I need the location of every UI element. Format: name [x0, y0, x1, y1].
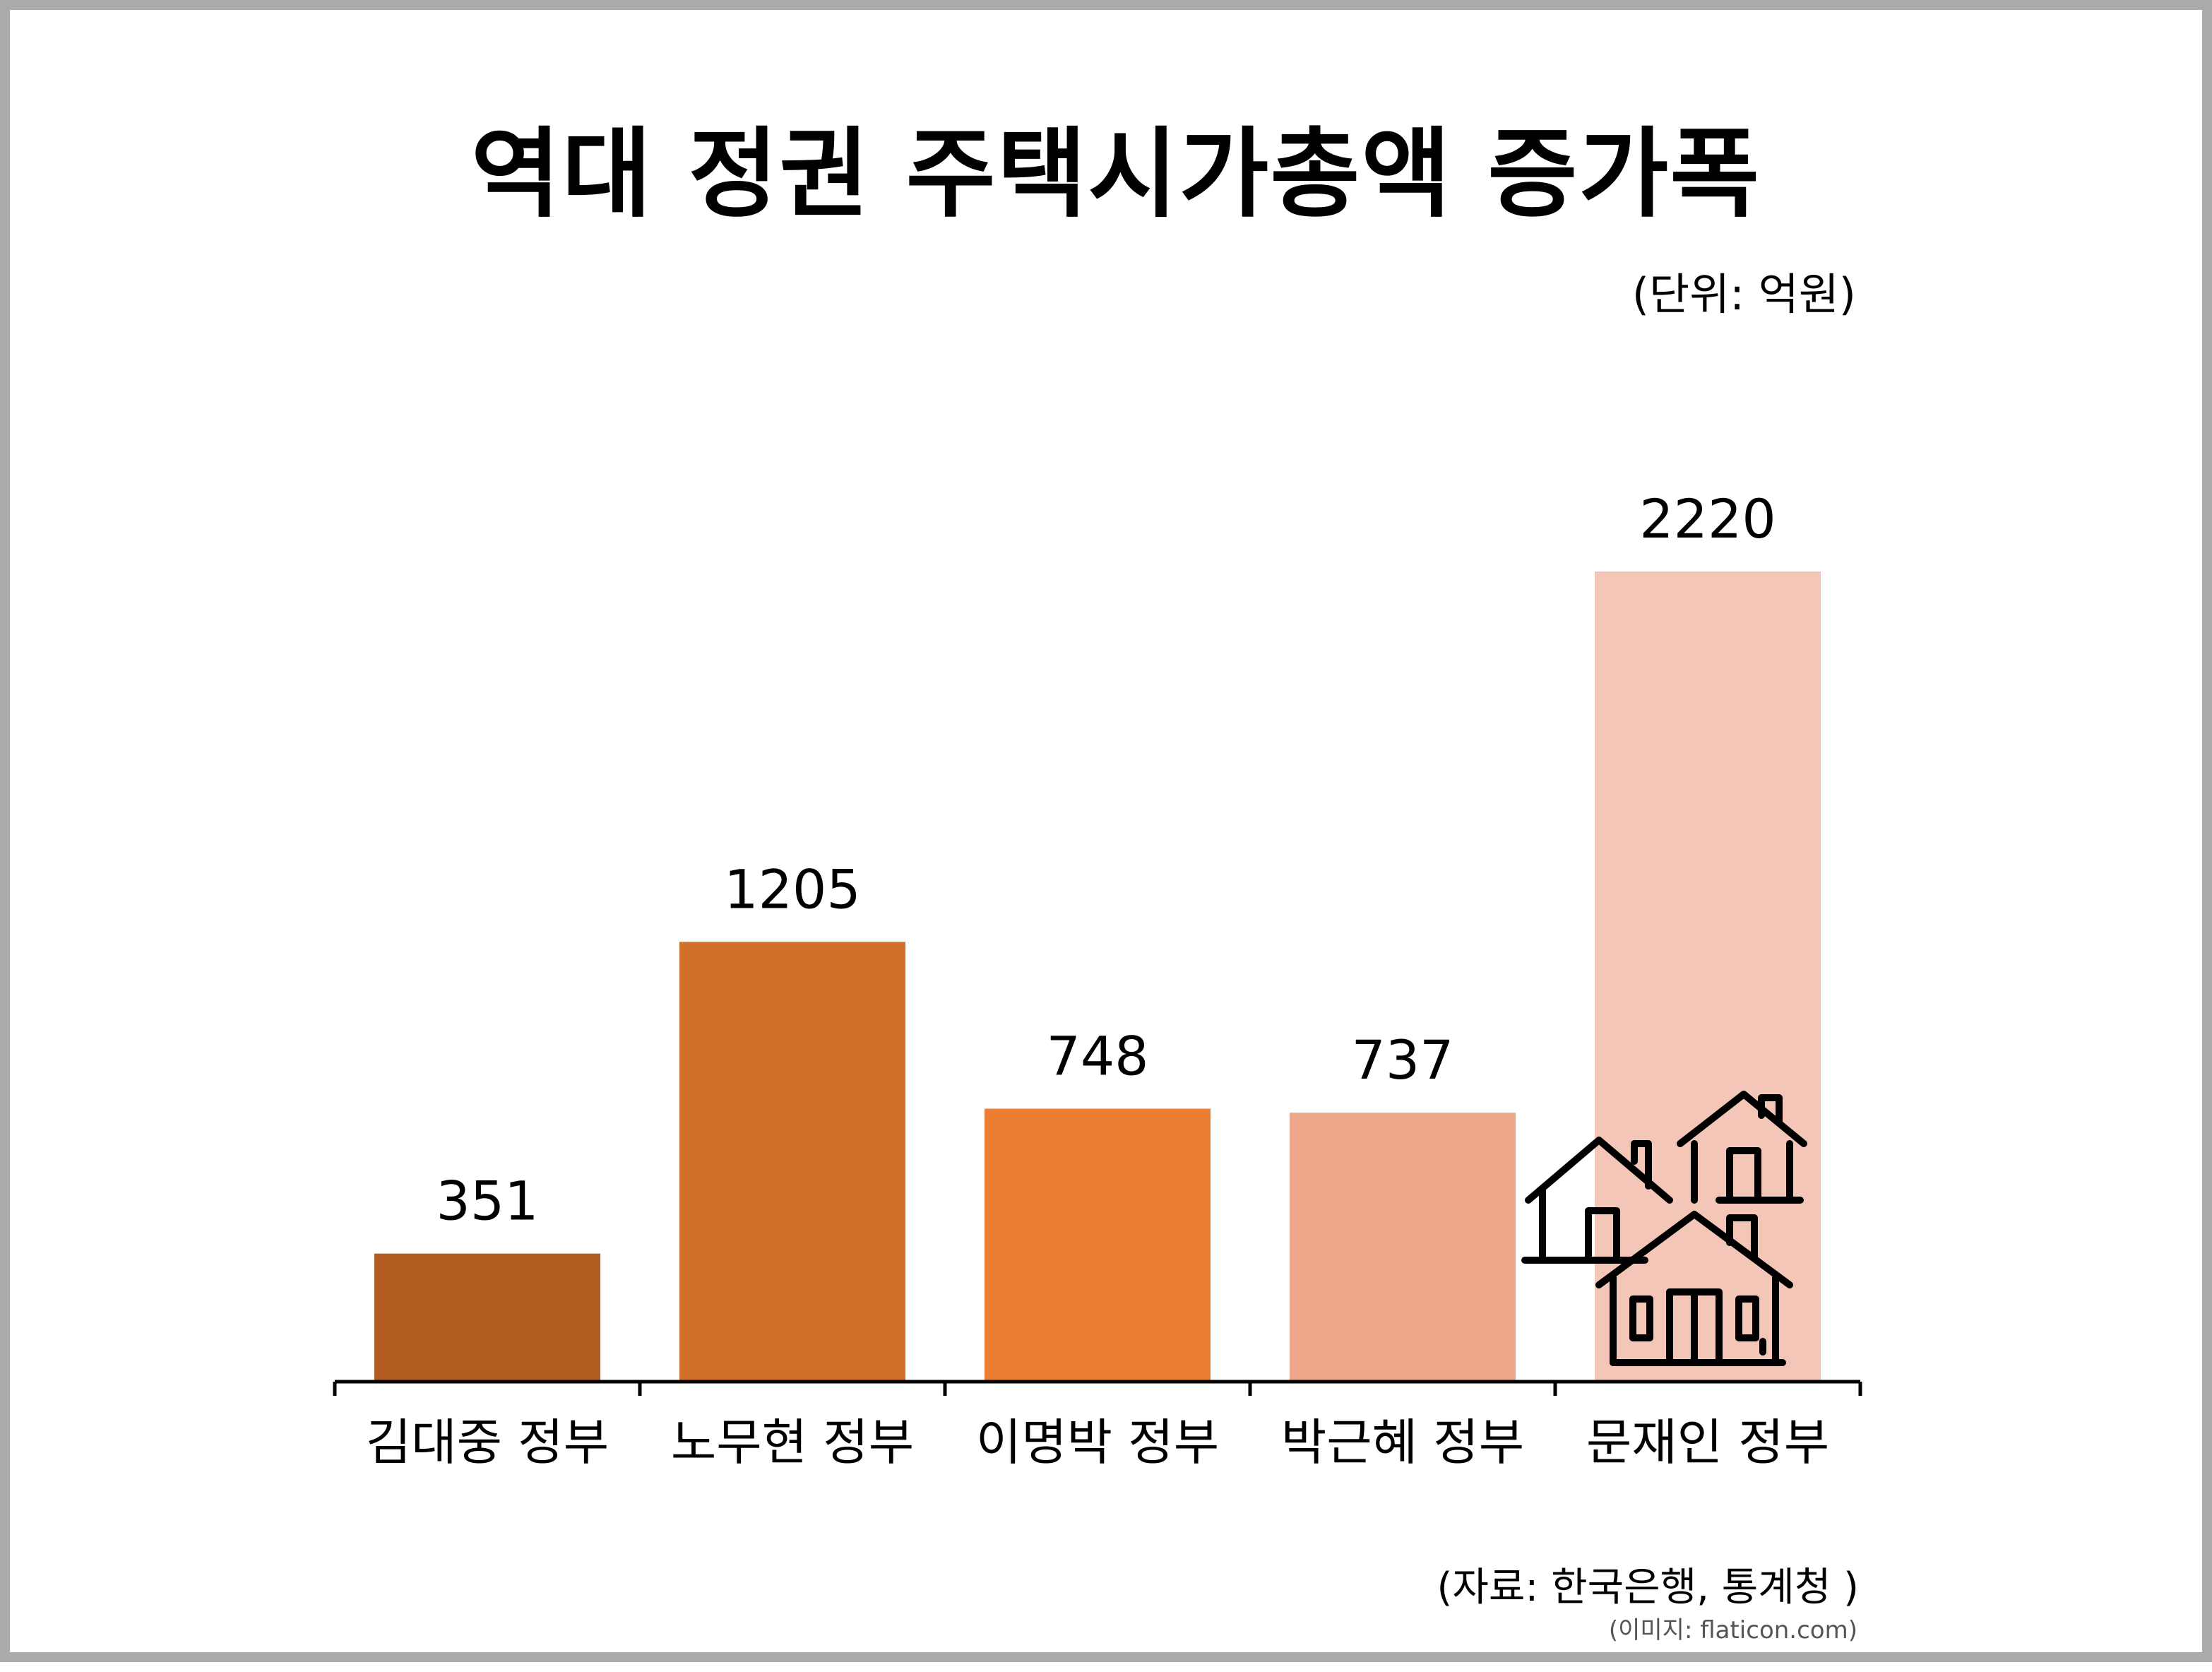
category-label: 김대중 정부 — [366, 1413, 609, 1471]
unit-label: (단위: 억원) — [1631, 268, 1856, 320]
chart-title: 역대 정권 주택시가총액 증가폭 — [470, 117, 1761, 231]
house-icon — [1595, 1211, 1793, 1366]
bar — [679, 942, 905, 1382]
bar — [985, 1108, 1211, 1382]
bar — [374, 1253, 600, 1382]
house-icon — [1677, 1091, 1807, 1204]
house-icon — [1521, 1137, 1673, 1264]
data-label: 351 — [436, 1170, 538, 1233]
data-label: 2220 — [1639, 487, 1776, 550]
data-label: 1205 — [724, 858, 860, 920]
data-label: 737 — [1351, 1028, 1453, 1091]
data-label: 748 — [1046, 1025, 1148, 1088]
bar — [1595, 571, 1821, 1382]
bar-chart: 351 김대중 정부 1205 노무현 정부 748 이명박 정부 737 박근혜 정부 222… — [333, 487, 1862, 1471]
bar — [1290, 1113, 1516, 1382]
image-credit: (이미지: flaticon.com) — [1608, 1616, 1857, 1644]
category-label: 박근혜 정부 — [1281, 1413, 1524, 1471]
category-label: 문재인 정부 — [1586, 1413, 1829, 1471]
category-label: 이명박 정부 — [976, 1413, 1219, 1471]
category-label: 노무현 정부 — [671, 1413, 914, 1471]
source-note: (자료: 한국은행, 통계청 ) — [1437, 1565, 1859, 1611]
